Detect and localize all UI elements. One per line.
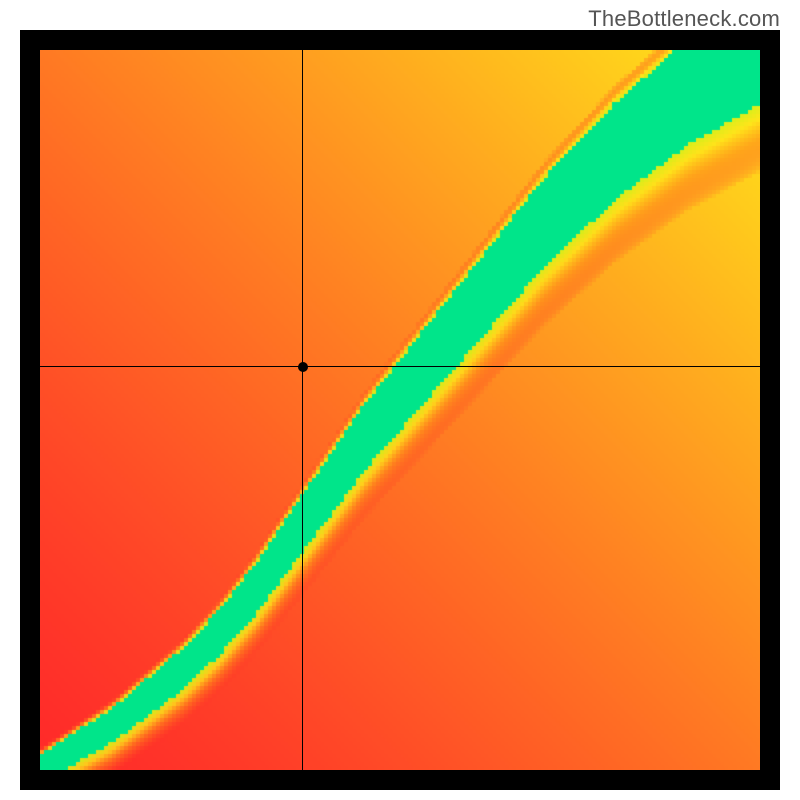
crosshair-marker [298, 362, 308, 372]
crosshair-vertical [302, 50, 303, 770]
figure-container: TheBottleneck.com [0, 0, 800, 800]
watermark-text: TheBottleneck.com [588, 6, 780, 32]
heatmap-canvas [40, 50, 760, 770]
plot-frame [20, 30, 780, 790]
crosshair-horizontal [40, 366, 760, 367]
plot-area [40, 50, 760, 770]
